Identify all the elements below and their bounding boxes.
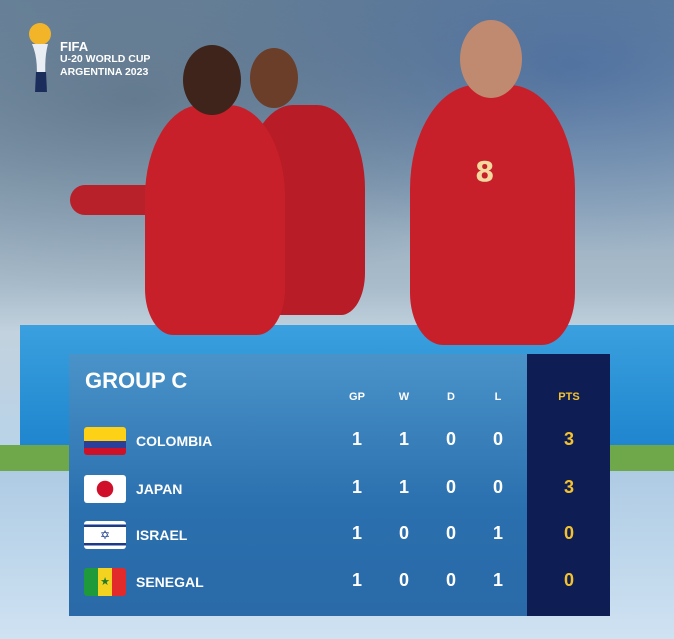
jersey-number: 8 <box>475 155 495 188</box>
table-row: JAPAN 1 1 0 0 3 <box>69 474 610 504</box>
trophy-icon <box>29 23 51 92</box>
israel-flag: ✡ <box>84 521 126 549</box>
l-value: 1 <box>492 523 503 543</box>
team-name: COLOMBIA <box>136 433 213 449</box>
logo-line-3: ARGENTINA 2023 <box>60 66 149 78</box>
l-value: 0 <box>492 429 503 449</box>
header-pts: PTS <box>558 391 580 403</box>
gp-value: 1 <box>351 477 362 497</box>
colombia-flag <box>84 427 126 455</box>
gp-value: 1 <box>351 523 362 543</box>
gp-value: 1 <box>351 429 362 449</box>
team-name: ISRAEL <box>136 527 188 543</box>
header-d: D <box>447 391 455 403</box>
w-value: 1 <box>398 429 409 449</box>
team-name: JAPAN <box>136 481 183 497</box>
l-value: 1 <box>492 570 503 590</box>
table-row: COLOMBIA 1 1 0 0 3 <box>69 426 610 456</box>
d-value: 0 <box>445 477 456 497</box>
d-value: 0 <box>445 523 456 543</box>
logo-line-1: FIFA <box>60 39 89 54</box>
senegal-flag: ★ <box>84 568 126 596</box>
w-value: 0 <box>398 570 409 590</box>
japan-flag <box>84 475 126 503</box>
logo-line-2: U-20 WORLD CUP <box>60 53 151 65</box>
table-row: ✡ ISRAEL 1 0 0 1 0 <box>69 520 610 550</box>
l-value: 0 <box>492 477 503 497</box>
pts-value: 0 <box>563 523 574 543</box>
points-column <box>527 354 610 616</box>
w-value: 0 <box>398 523 409 543</box>
pts-value: 0 <box>563 570 574 590</box>
w-value: 1 <box>398 477 409 497</box>
d-value: 0 <box>445 429 456 449</box>
header-w: W <box>398 391 410 403</box>
header-gp: GP <box>349 391 365 403</box>
team-name: SENEGAL <box>136 574 204 590</box>
header-l: L <box>494 391 502 403</box>
group-title: GROUP C <box>85 368 188 393</box>
d-value: 0 <box>445 570 456 590</box>
gp-value: 1 <box>351 570 362 590</box>
standings-table: GROUP C GP W D L PTS COLOMBIA 1 1 0 0 3 … <box>69 354 610 616</box>
table-row: ★ SENEGAL 1 0 0 1 0 <box>69 567 610 597</box>
tournament-logo-text: FIFA U-20 WORLD CUP ARGENTINA 2023 <box>60 40 150 79</box>
pts-value: 3 <box>563 477 574 497</box>
pts-value: 3 <box>563 429 574 449</box>
